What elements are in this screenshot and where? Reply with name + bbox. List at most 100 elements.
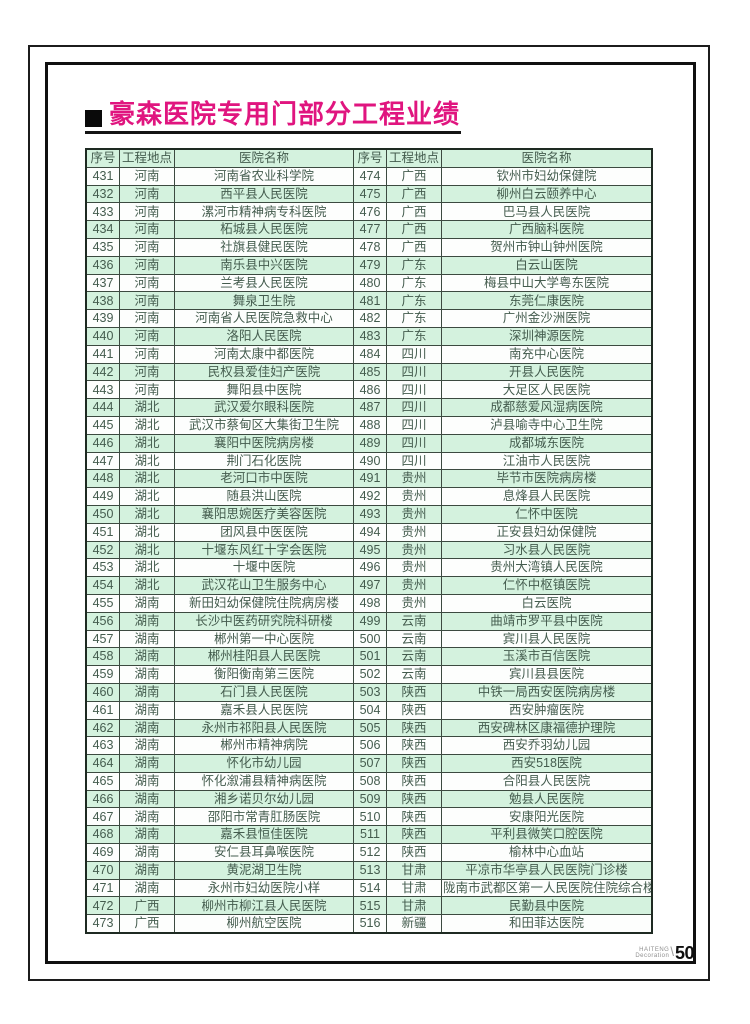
- location-cell: 河南: [119, 291, 175, 311]
- seq-cell: 465: [85, 771, 120, 791]
- hospital-cell: 柳州市柳江县人民医院: [174, 896, 354, 916]
- seq-cell: 494: [353, 522, 387, 542]
- table-row: 465 湖南 怀化溆浦县精神病医院 508 陕西 合阳县人民医院: [85, 771, 653, 791]
- location-cell: 广西: [386, 202, 442, 222]
- table-row: 466 湖南 湘乡诺贝尔幼儿园 509 陕西 勉县人民医院: [85, 789, 653, 809]
- location-cell: 湖北: [119, 433, 175, 453]
- location-cell: 湖南: [119, 700, 175, 720]
- brand-line2: Decoration: [635, 953, 670, 959]
- hospital-cell: 成都城东医院: [441, 433, 653, 453]
- seq-cell: 516: [353, 914, 387, 934]
- seq-cell: 445: [85, 415, 120, 435]
- hospital-cell: 荆门石化医院: [174, 451, 354, 471]
- location-cell: 湖北: [119, 469, 175, 489]
- seq-cell: 451: [85, 522, 120, 542]
- hospital-cell: 河南太康中都医院: [174, 344, 354, 364]
- hospital-cell: 西平县人民医院: [174, 184, 354, 204]
- hospital-cell: 广西脑科医院: [441, 220, 653, 239]
- location-cell: 河南: [119, 273, 175, 293]
- location-cell: 湖南: [119, 789, 175, 809]
- location-cell: 广西: [386, 237, 442, 257]
- table-row: 448 湖北 老河口市中医院 491 贵州 毕节市医院病房楼: [85, 469, 653, 489]
- hospital-cell: 湘乡诺贝尔幼儿园: [174, 789, 354, 809]
- location-cell: 四川: [386, 398, 442, 417]
- hospital-cell: 河南省人民医院急救中心: [174, 309, 354, 328]
- seq-cell: 489: [353, 433, 387, 453]
- seq-cell: 463: [85, 736, 120, 756]
- location-cell: 四川: [386, 415, 442, 435]
- table-row: 437 河南 兰考县人民医院 480 广东 梅县中山大学粤东医院: [85, 273, 653, 293]
- seq-cell: 478: [353, 237, 387, 257]
- location-cell: 湖南: [119, 611, 175, 631]
- location-cell: 湖南: [119, 629, 175, 649]
- seq-cell: 435: [85, 237, 120, 257]
- seq-cell: 513: [353, 860, 387, 880]
- hospital-cell: 玉溪市百信医院: [441, 647, 653, 667]
- seq-cell: 504: [353, 700, 387, 720]
- table-row: 431 河南 河南省农业科学院 474 广西 钦州市妇幼保健院: [85, 166, 653, 186]
- location-cell: 河南: [119, 202, 175, 222]
- seq-cell: 462: [85, 718, 120, 738]
- location-cell: 陕西: [386, 700, 442, 720]
- seq-cell: 499: [353, 611, 387, 631]
- location-cell: 河南: [119, 220, 175, 239]
- seq-cell: 479: [353, 255, 387, 275]
- column-header: 序号: [85, 148, 120, 168]
- location-cell: 湖南: [119, 665, 175, 684]
- table-row: 434 河南 柘城县人民医院 477 广西 广西脑科医院: [85, 220, 653, 239]
- seq-cell: 476: [353, 202, 387, 222]
- hospital-cell: 白云医院: [441, 593, 653, 613]
- hospital-cell: 习水县人民医院: [441, 540, 653, 560]
- hospital-cell: 梅县中山大学粤东医院: [441, 273, 653, 293]
- seq-cell: 484: [353, 344, 387, 364]
- page-title-block: 豪森医院专用门部分工程业绩: [85, 100, 461, 134]
- seq-cell: 466: [85, 789, 120, 809]
- location-cell: 云南: [386, 611, 442, 631]
- seq-cell: 509: [353, 789, 387, 809]
- hospital-cell: 中铁一局西安医院病房楼: [441, 682, 653, 702]
- seq-cell: 454: [85, 576, 120, 595]
- hospital-cell: 漯河市精神病专科医院: [174, 202, 354, 222]
- location-cell: 贵州: [386, 522, 442, 542]
- location-cell: 甘肃: [386, 860, 442, 880]
- table-row: 450 湖北 襄阳思婉医疗美容医院 493 贵州 仁怀中医院: [85, 504, 653, 524]
- location-cell: 湖南: [119, 843, 175, 862]
- location-cell: 湖北: [119, 576, 175, 595]
- column-header: 工程地点: [119, 148, 175, 168]
- hospital-cell: 宾川县人民医院: [441, 629, 653, 649]
- column-header: 工程地点: [386, 148, 442, 168]
- hospital-cell: 东莞仁康医院: [441, 291, 653, 311]
- seq-cell: 440: [85, 326, 120, 346]
- seq-cell: 446: [85, 433, 120, 453]
- hospital-cell: 宾川县县医院: [441, 665, 653, 684]
- location-cell: 湖南: [119, 718, 175, 738]
- hospital-cell: 合阳县人民医院: [441, 771, 653, 791]
- location-cell: 贵州: [386, 558, 442, 578]
- hospital-cell: 深圳神源医院: [441, 326, 653, 346]
- table-row: 468 湖南 嘉禾县恒佳医院 511 陕西 平利县微笑口腔医院: [85, 825, 653, 845]
- hospital-cell: 怀化市幼儿园: [174, 754, 354, 773]
- location-cell: 湖北: [119, 504, 175, 524]
- seq-cell: 497: [353, 576, 387, 595]
- table-row: 452 湖北 十堰东风红十字会医院 495 贵州 习水县人民医院: [85, 540, 653, 560]
- location-cell: 湖南: [119, 736, 175, 756]
- seq-cell: 448: [85, 469, 120, 489]
- location-cell: 贵州: [386, 487, 442, 506]
- seq-cell: 485: [353, 362, 387, 382]
- seq-cell: 492: [353, 487, 387, 506]
- location-cell: 陕西: [386, 789, 442, 809]
- location-cell: 湖北: [119, 398, 175, 417]
- location-cell: 陕西: [386, 807, 442, 827]
- table-row: 442 河南 民权县爱佳妇产医院 485 四川 开县人民医院: [85, 362, 653, 382]
- table-row: 456 湖南 长沙中医药研究院科研楼 499 云南 曲靖市罗平县中医院: [85, 611, 653, 631]
- location-cell: 陕西: [386, 718, 442, 738]
- hospital-cell: 郴州第一中心医院: [174, 629, 354, 649]
- location-cell: 湖北: [119, 522, 175, 542]
- table-row: 447 湖北 荆门石化医院 490 四川 江油市人民医院: [85, 451, 653, 471]
- header-row: 序号 工程地点 医院名称 序号 工程地点 医院名称: [85, 148, 653, 168]
- page-title: 豪森医院专用门部分工程业绩: [109, 99, 461, 129]
- location-cell: 四川: [386, 362, 442, 382]
- hospital-cell: 永州市妇幼医院小样: [174, 878, 354, 898]
- hospital-cell: 榆林中心血站: [441, 843, 653, 862]
- location-cell: 湖南: [119, 878, 175, 898]
